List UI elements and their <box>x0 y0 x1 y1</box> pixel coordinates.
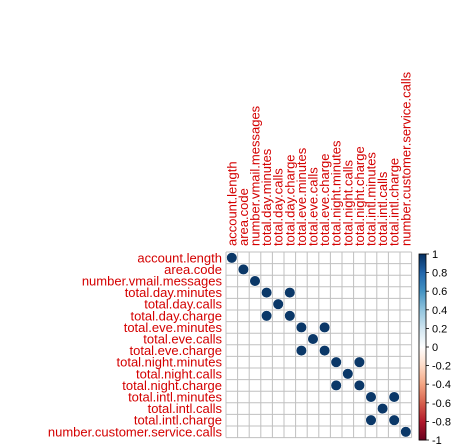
colorbar-tick-label: 0 <box>432 342 438 354</box>
correlation-point <box>260 286 273 299</box>
colorbar-segment <box>419 421 426 441</box>
colorbar-segment <box>419 272 426 292</box>
column-label: account.length <box>224 161 239 246</box>
column-label: total.intl.minutes <box>364 152 379 246</box>
row-label: total.eve.charge <box>129 343 222 358</box>
correlation-point <box>318 321 331 334</box>
column-label: total.eve.charge <box>317 153 332 246</box>
correlation-point <box>307 333 319 345</box>
row-label: total.day.charge <box>130 308 222 323</box>
correlation-point <box>260 310 273 322</box>
colorbar-tick-label: -0.2 <box>432 361 451 373</box>
row-label: total.day.minutes <box>125 285 223 300</box>
colorbar-segment <box>419 365 426 385</box>
correlation-point <box>226 252 238 264</box>
correlation-point <box>284 286 296 299</box>
colorbar-tick-label: 1 <box>432 249 438 261</box>
column-label: total.night.charge <box>352 146 367 246</box>
correlation-point <box>353 356 366 368</box>
correlation-point <box>272 298 284 310</box>
row-label: total.intl.calls <box>148 401 223 416</box>
row-label: total.night.minutes <box>116 355 222 370</box>
column-label: number.vmail.messages <box>248 105 263 246</box>
correlation-point <box>330 379 342 392</box>
colorbar-tick-label: 0.6 <box>432 286 447 298</box>
correlation-point <box>365 391 377 403</box>
correlation-point <box>295 344 308 357</box>
correlation-point <box>318 344 331 357</box>
column-label: number.customer.service.calls <box>398 71 413 246</box>
row-label: account.length <box>137 250 222 265</box>
colorbar-tick-label: 0.2 <box>432 323 447 335</box>
colorbar-tick-label: -1 <box>432 435 442 447</box>
colorbar-tick-label: 0.4 <box>432 305 447 317</box>
colorbar-tick-label: -0.4 <box>432 379 451 391</box>
column-label: total.night.calls <box>340 160 355 246</box>
row-label: total.day.calls <box>144 297 222 312</box>
colorbar-segment <box>419 347 426 367</box>
row-label: area.code <box>164 262 222 277</box>
row-label: total.intl.charge <box>134 413 222 428</box>
correlation-point <box>284 310 296 322</box>
row-label: total.intl.minutes <box>128 390 222 405</box>
correlation-point <box>388 414 400 426</box>
row-labels: account.lengtharea.codenumber.vmail.mess… <box>48 250 223 439</box>
colorbar-segment <box>419 328 426 348</box>
correlation-point <box>330 356 342 368</box>
correlation-point <box>295 321 308 334</box>
correlation-point <box>400 426 412 438</box>
column-label: total.day.minutes <box>259 148 274 246</box>
column-labels: account.lengtharea.codenumber.vmail.mess… <box>224 71 413 246</box>
correlation-point <box>365 414 377 426</box>
correlation-point <box>376 402 389 415</box>
column-label: total.eve.calls <box>306 167 321 246</box>
column-label: total.day.calls <box>271 168 286 246</box>
colorbar-tick-label: -0.6 <box>432 398 451 410</box>
column-label: area.code <box>236 188 251 246</box>
colorbar-tick-label: 0.8 <box>432 268 447 280</box>
row-label: total.eve.calls <box>143 332 222 347</box>
correlation-point <box>388 391 400 403</box>
colorbar-segment <box>419 254 426 274</box>
column-label: total.eve.minutes <box>294 147 309 246</box>
colorbar-segment <box>419 309 426 329</box>
row-label: number.customer.service.calls <box>48 424 223 439</box>
column-label: total.intl.calls <box>375 171 390 246</box>
row-label: total.eve.minutes <box>124 320 223 335</box>
colorbar-segment <box>419 402 426 422</box>
row-label: total.night.charge <box>122 378 222 393</box>
column-label: total.intl.charge <box>387 158 402 246</box>
colorbar: 1 0.8 0.6 0.4 0.2 0 -0.2 -0.4 -0.6 -0.8 -1 <box>418 249 451 447</box>
colorbar-segment <box>419 384 426 404</box>
row-label: number.vmail.messages <box>82 274 223 289</box>
colorbar-tick-label: -0.8 <box>432 416 451 428</box>
grid <box>225 251 413 439</box>
correlation-point <box>342 368 354 380</box>
column-label: total.night.minutes <box>329 140 344 246</box>
correlation-point <box>249 275 261 287</box>
column-label: total.day.charge <box>282 154 297 246</box>
row-label: total.night.calls <box>136 366 222 381</box>
colorbar-segment <box>419 291 426 311</box>
correlation-points <box>226 252 412 438</box>
correlation-point <box>353 379 366 392</box>
correlation-point <box>237 263 250 276</box>
